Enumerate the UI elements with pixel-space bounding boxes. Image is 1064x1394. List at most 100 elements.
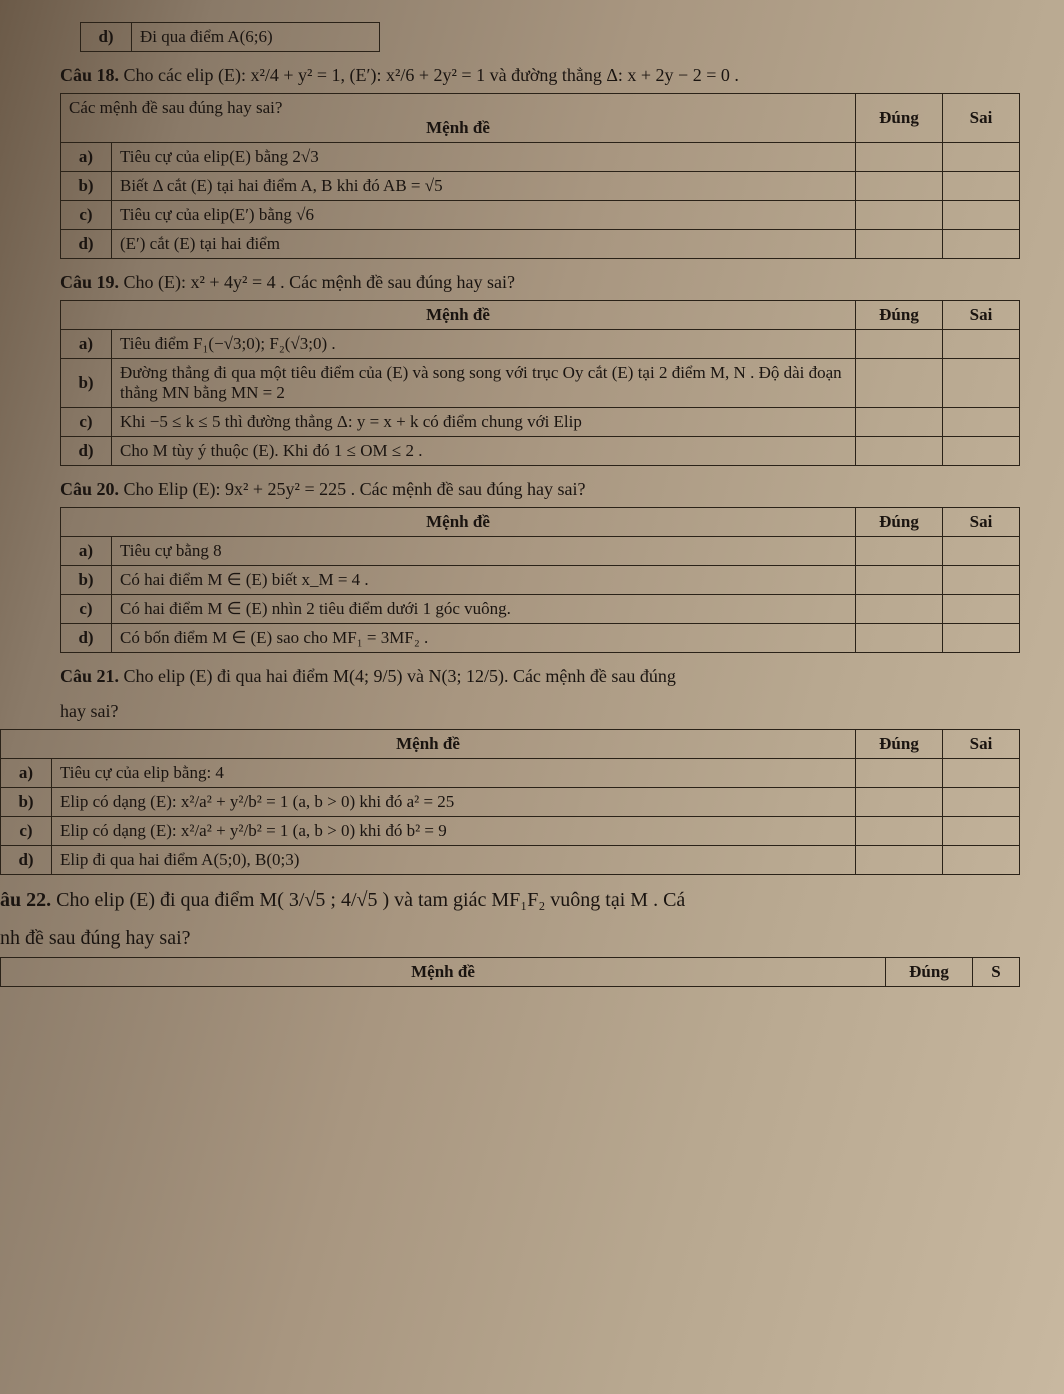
cell-dung — [856, 595, 943, 624]
cell-dung — [856, 201, 943, 230]
cell-sai — [943, 788, 1020, 817]
row-text: Biết Δ cắt (E) tại hai điểm A, B khi đó … — [112, 172, 856, 201]
row-label: a) — [61, 330, 112, 359]
cell-dung — [856, 143, 943, 172]
row-label: b) — [1, 788, 52, 817]
cell-sai — [943, 817, 1020, 846]
table-row: c)Tiêu cự của elip(E′) bằng √6 — [61, 201, 1020, 230]
q18-num: Câu 18. — [60, 65, 119, 85]
table-row: b)Biết Δ cắt (E) tại hai điểm A, B khi đ… — [61, 172, 1020, 201]
q22-table: Mệnh đề Đúng S — [0, 957, 1020, 987]
table-row: c)Khi −5 ≤ k ≤ 5 thì đường thẳng Δ: y = … — [61, 408, 1020, 437]
cell-sai — [943, 566, 1020, 595]
row-text: Có hai điểm M ∈ (E) nhìn 2 tiêu điểm dướ… — [112, 595, 856, 624]
row-label: b) — [61, 359, 112, 408]
cell-dung — [856, 788, 943, 817]
cell-sai — [943, 624, 1020, 653]
q19-table: Mệnh đề Đúng Sai a)Tiêu điểm F₁(−√3;0); … — [60, 300, 1020, 466]
cell-sai — [943, 201, 1020, 230]
cell-dung — [856, 437, 943, 466]
q20-table: Mệnh đề Đúng Sai a)Tiêu cự bằng 8 b)Có h… — [60, 507, 1020, 653]
cell-dung — [856, 230, 943, 259]
table-row: a)Tiêu điểm F₁(−√3;0); F₂(√3;0) . — [61, 330, 1020, 359]
row-text: (E′) cắt (E) tại hai điểm — [112, 230, 856, 259]
q21-table: Mệnh đề Đúng Sai a)Tiêu cự của elip bằng… — [0, 729, 1020, 875]
row-text: Khi −5 ≤ k ≤ 5 thì đường thẳng Δ: y = x … — [112, 408, 856, 437]
table-row: b)Elip có dạng (E): x²/a² + y²/b² = 1 (a… — [1, 788, 1020, 817]
row-label: c) — [61, 408, 112, 437]
q21-head: Mệnh đề — [1, 730, 856, 759]
cell-dung — [856, 537, 943, 566]
q19-text: Cho (E): x² + 4y² = 4 . Các mệnh đề sau … — [119, 272, 515, 292]
frag-label: d) — [81, 23, 132, 52]
q18-prompt-text: Các mệnh đề sau đúng hay sai? — [69, 98, 282, 117]
cell-sai — [943, 408, 1020, 437]
row-label: b) — [61, 566, 112, 595]
q19-sai-head: Sai — [943, 301, 1020, 330]
fragment-table: d) Đi qua điểm A(6;6) — [80, 22, 380, 52]
cell-sai — [943, 759, 1020, 788]
q19-head: Mệnh đề — [61, 301, 856, 330]
row-text: Có bốn điểm M ∈ (E) sao cho MF₁ = 3MF₂ . — [112, 624, 856, 653]
q21-sai-head: Sai — [943, 730, 1020, 759]
q19-dung-head: Đúng — [856, 301, 943, 330]
row-text: Tiêu cự của elip(E) bằng 2√3 — [112, 143, 856, 172]
q20-num: Câu 20. — [60, 479, 119, 499]
row-text: Có hai điểm M ∈ (E) biết x_M = 4 . — [112, 566, 856, 595]
table-row: d)Cho M tùy ý thuộc (E). Khi đó 1 ≤ OM ≤… — [61, 437, 1020, 466]
table-row: a)Tiêu cự của elip bằng: 4 — [1, 759, 1020, 788]
table-row: d)Có bốn điểm M ∈ (E) sao cho MF₁ = 3MF₂… — [61, 624, 1020, 653]
table-row: d)(E′) cắt (E) tại hai điểm — [61, 230, 1020, 259]
row-label: c) — [61, 595, 112, 624]
row-text: Tiêu điểm F₁(−√3;0); F₂(√3;0) . — [112, 330, 856, 359]
table-row: a)Tiêu cự bằng 8 — [61, 537, 1020, 566]
row-label: d) — [61, 437, 112, 466]
q18-text: Cho các elip (E): x²/4 + y² = 1, (E′): x… — [119, 65, 739, 85]
row-text: Tiêu cự của elip bằng: 4 — [52, 759, 856, 788]
q20-head: Mệnh đề — [61, 508, 856, 537]
table-row: a)Tiêu cự của elip(E) bằng 2√3 — [61, 143, 1020, 172]
cell-sai — [943, 230, 1020, 259]
q21-num: Câu 21. — [60, 666, 119, 686]
row-label: a) — [1, 759, 52, 788]
row-label: a) — [61, 537, 112, 566]
table-row: b)Có hai điểm M ∈ (E) biết x_M = 4 . — [61, 566, 1020, 595]
q18-dung-head: Đúng — [856, 94, 943, 143]
q22-sai-head: S — [973, 958, 1020, 987]
row-text: Elip đi qua hai điểm A(5;0), B(0;3) — [52, 846, 856, 875]
cell-sai — [943, 330, 1020, 359]
q20-dung-head: Đúng — [856, 508, 943, 537]
frag-text: Đi qua điểm A(6;6) — [132, 23, 380, 52]
cell-sai — [943, 172, 1020, 201]
q18-sai-head: Sai — [943, 94, 1020, 143]
worksheet-page: d) Đi qua điểm A(6;6) Câu 18. Cho các el… — [0, 0, 1064, 1394]
q22-head: Mệnh đề — [1, 958, 886, 987]
q20-text: Cho Elip (E): 9x² + 25y² = 225 . Các mện… — [119, 479, 586, 499]
q18-intro: Câu 18. Cho các elip (E): x²/4 + y² = 1,… — [60, 62, 1054, 89]
row-text: Tiêu cự của elip(E′) bằng √6 — [112, 201, 856, 230]
cell-dung — [856, 759, 943, 788]
table-row: b)Đường thẳng đi qua một tiêu điểm của (… — [61, 359, 1020, 408]
row-label: d) — [1, 846, 52, 875]
cell-dung — [856, 359, 943, 408]
cell-dung — [856, 566, 943, 595]
q22-dung-head: Đúng — [886, 958, 973, 987]
row-text: Elip có dạng (E): x²/a² + y²/b² = 1 (a, … — [52, 788, 856, 817]
cell-sai — [943, 359, 1020, 408]
row-label: a) — [61, 143, 112, 172]
q21-dung-head: Đúng — [856, 730, 943, 759]
q21-text: Cho elip (E) đi qua hai điểm M(4; 9/5) v… — [119, 666, 676, 686]
table-row: c)Elip có dạng (E): x²/a² + y²/b² = 1 (a… — [1, 817, 1020, 846]
cell-dung — [856, 846, 943, 875]
cell-dung — [856, 172, 943, 201]
cell-sai — [943, 846, 1020, 875]
cell-sai — [943, 143, 1020, 172]
q22-num: âu 22. — [0, 889, 51, 911]
row-text: Tiêu cự bằng 8 — [112, 537, 856, 566]
cell-sai — [943, 595, 1020, 624]
q18-prompt: Các mệnh đề sau đúng hay sai? Mệnh đề — [61, 94, 856, 143]
table-row: c)Có hai điểm M ∈ (E) nhìn 2 tiêu điểm d… — [61, 595, 1020, 624]
q22-intro: âu 22. Cho elip (E) đi qua điểm M( 3/√5 … — [0, 885, 1054, 915]
row-text: Elip có dạng (E): x²/a² + y²/b² = 1 (a, … — [52, 817, 856, 846]
q21-prompt: hay sai? — [60, 698, 1054, 725]
